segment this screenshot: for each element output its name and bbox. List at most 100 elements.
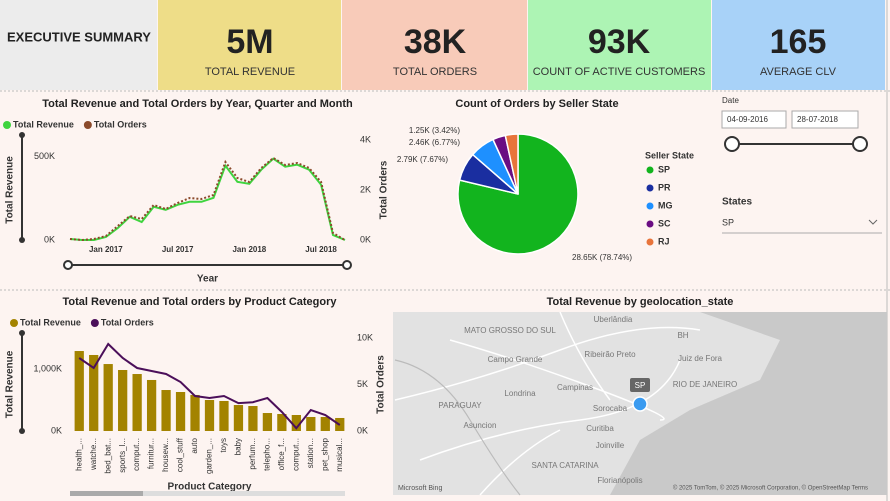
scrollbar-thumb (70, 491, 143, 496)
bar (175, 392, 186, 431)
bar (306, 416, 316, 431)
dropdown-arrow[interactable] (868, 219, 878, 225)
kpi-value: 38K (404, 23, 467, 61)
kpi-label: AVERAGE CLV (760, 66, 837, 78)
kpi-value: 165 (770, 23, 827, 61)
x-axis-title: Year (197, 274, 218, 285)
bar (146, 379, 157, 431)
x-tick-label: sports_l... (118, 438, 127, 473)
x-tick-label: toys (219, 438, 228, 453)
bar (262, 413, 273, 431)
legend-marker (646, 166, 654, 174)
bar (190, 394, 200, 431)
slider-handle (19, 330, 25, 336)
kpi-card (712, 0, 885, 90)
date-input[interactable] (721, 110, 787, 129)
slider-handle (19, 428, 25, 434)
y2-tick-label: 0K (357, 425, 368, 435)
y2-tick-label: 2K (360, 184, 371, 194)
x-tick-label: auto (190, 437, 199, 453)
legend-marker (646, 184, 654, 192)
map-place: SANTA CATARINA (531, 461, 599, 470)
date-start: 04-09-2016 (727, 115, 768, 124)
slicer-title: Date (722, 96, 739, 105)
bar (204, 400, 215, 431)
legend-marker (3, 121, 11, 129)
kpi-label: COUNT OF ACTIVE CUSTOMERS (533, 66, 706, 78)
data-label: 2.46K (6.77%) (409, 138, 460, 147)
x-tick-label: pet_shop (320, 437, 329, 470)
bar (132, 374, 142, 431)
kpi-card (342, 0, 527, 90)
scrollbar (70, 491, 345, 496)
bar (219, 400, 229, 431)
legend-label: RJ (658, 236, 670, 246)
x-tick-label: Jul 2017 (162, 245, 194, 254)
map-place: Florianópolis (597, 476, 642, 485)
legend-label: Total Revenue (20, 317, 81, 327)
y-axis-title: Total Revenue (5, 156, 16, 224)
kpi-label: TOTAL ORDERS (393, 66, 477, 78)
bar (320, 416, 330, 431)
x-tick-label: cool_stuff (176, 437, 185, 472)
map-brand: Microsoft Bing (398, 485, 442, 492)
header-card (0, 0, 157, 90)
y-tick-label: 0K (44, 234, 55, 244)
roads (394, 311, 701, 496)
x-tick-label: office_f... (277, 438, 286, 470)
ocean (610, 312, 887, 495)
slider-handle (63, 260, 73, 270)
bar (118, 369, 128, 431)
slider-handle[interactable] (724, 136, 740, 152)
legend-label: PR (658, 182, 671, 192)
kpi-card (158, 0, 341, 90)
y2-tick-label: 0K (360, 234, 371, 244)
bar (103, 364, 113, 431)
map-place: Joinville (596, 441, 625, 450)
legend-marker (646, 202, 654, 210)
bar (161, 390, 171, 431)
bar (291, 415, 301, 431)
date-input[interactable] (791, 110, 859, 129)
y-tick-label: 500K (34, 151, 55, 161)
x-tick-label: station... (306, 438, 315, 468)
legend-label: Total Revenue (13, 119, 74, 129)
data-label: 1.25K (3.42%) (409, 126, 460, 135)
x-tick-label: comput... (132, 438, 141, 471)
map-place: MATO GROSSO DO SUL (464, 326, 556, 335)
chart-title: Total Revenue and Total orders by Produc… (62, 296, 337, 308)
legend-label: Total Orders (101, 317, 154, 327)
x-tick-label: watche... (89, 438, 98, 471)
map-place: Uberlândia (594, 315, 633, 324)
map-place: Curitiba (586, 424, 614, 433)
bar (74, 351, 84, 431)
map-place: Campinas (557, 383, 593, 392)
legend-marker (90, 319, 99, 327)
y2-tick-label: 5K (357, 379, 368, 389)
x-tick-label: Jan 2018 (232, 245, 266, 254)
chart-title: Total Revenue and Total Orders by Year, … (42, 98, 353, 110)
series-line (69, 157, 346, 241)
map-place: Ribeirão Preto (584, 350, 636, 359)
header-title: EXECUTIVE SUMMARY (7, 29, 151, 44)
legend-label: Total Orders (94, 119, 147, 129)
slider-handle (19, 237, 25, 243)
slider-handle (19, 132, 25, 138)
map-place: PARAGUAY (438, 401, 482, 410)
x-tick-label: baby (234, 438, 243, 455)
series-line (69, 156, 346, 242)
kpi-value: 93K (588, 23, 651, 61)
slider-handle[interactable] (852, 136, 868, 152)
y2-axis-title: Total Orders (376, 355, 387, 414)
map-place: Londrina (504, 389, 536, 398)
legend-label: SP (658, 164, 670, 174)
dropdown-value[interactable]: SP (722, 217, 734, 227)
x-tick-label: garden_... (205, 438, 214, 474)
map-bubble[interactable] (632, 396, 648, 412)
y2-axis-title: Total Orders (379, 160, 390, 219)
x-axis-title: Product Category (168, 482, 252, 493)
x-tick-label: comput... (291, 438, 300, 471)
map-place: Sorocaba (593, 404, 628, 413)
x-tick-label: health_... (74, 438, 83, 471)
